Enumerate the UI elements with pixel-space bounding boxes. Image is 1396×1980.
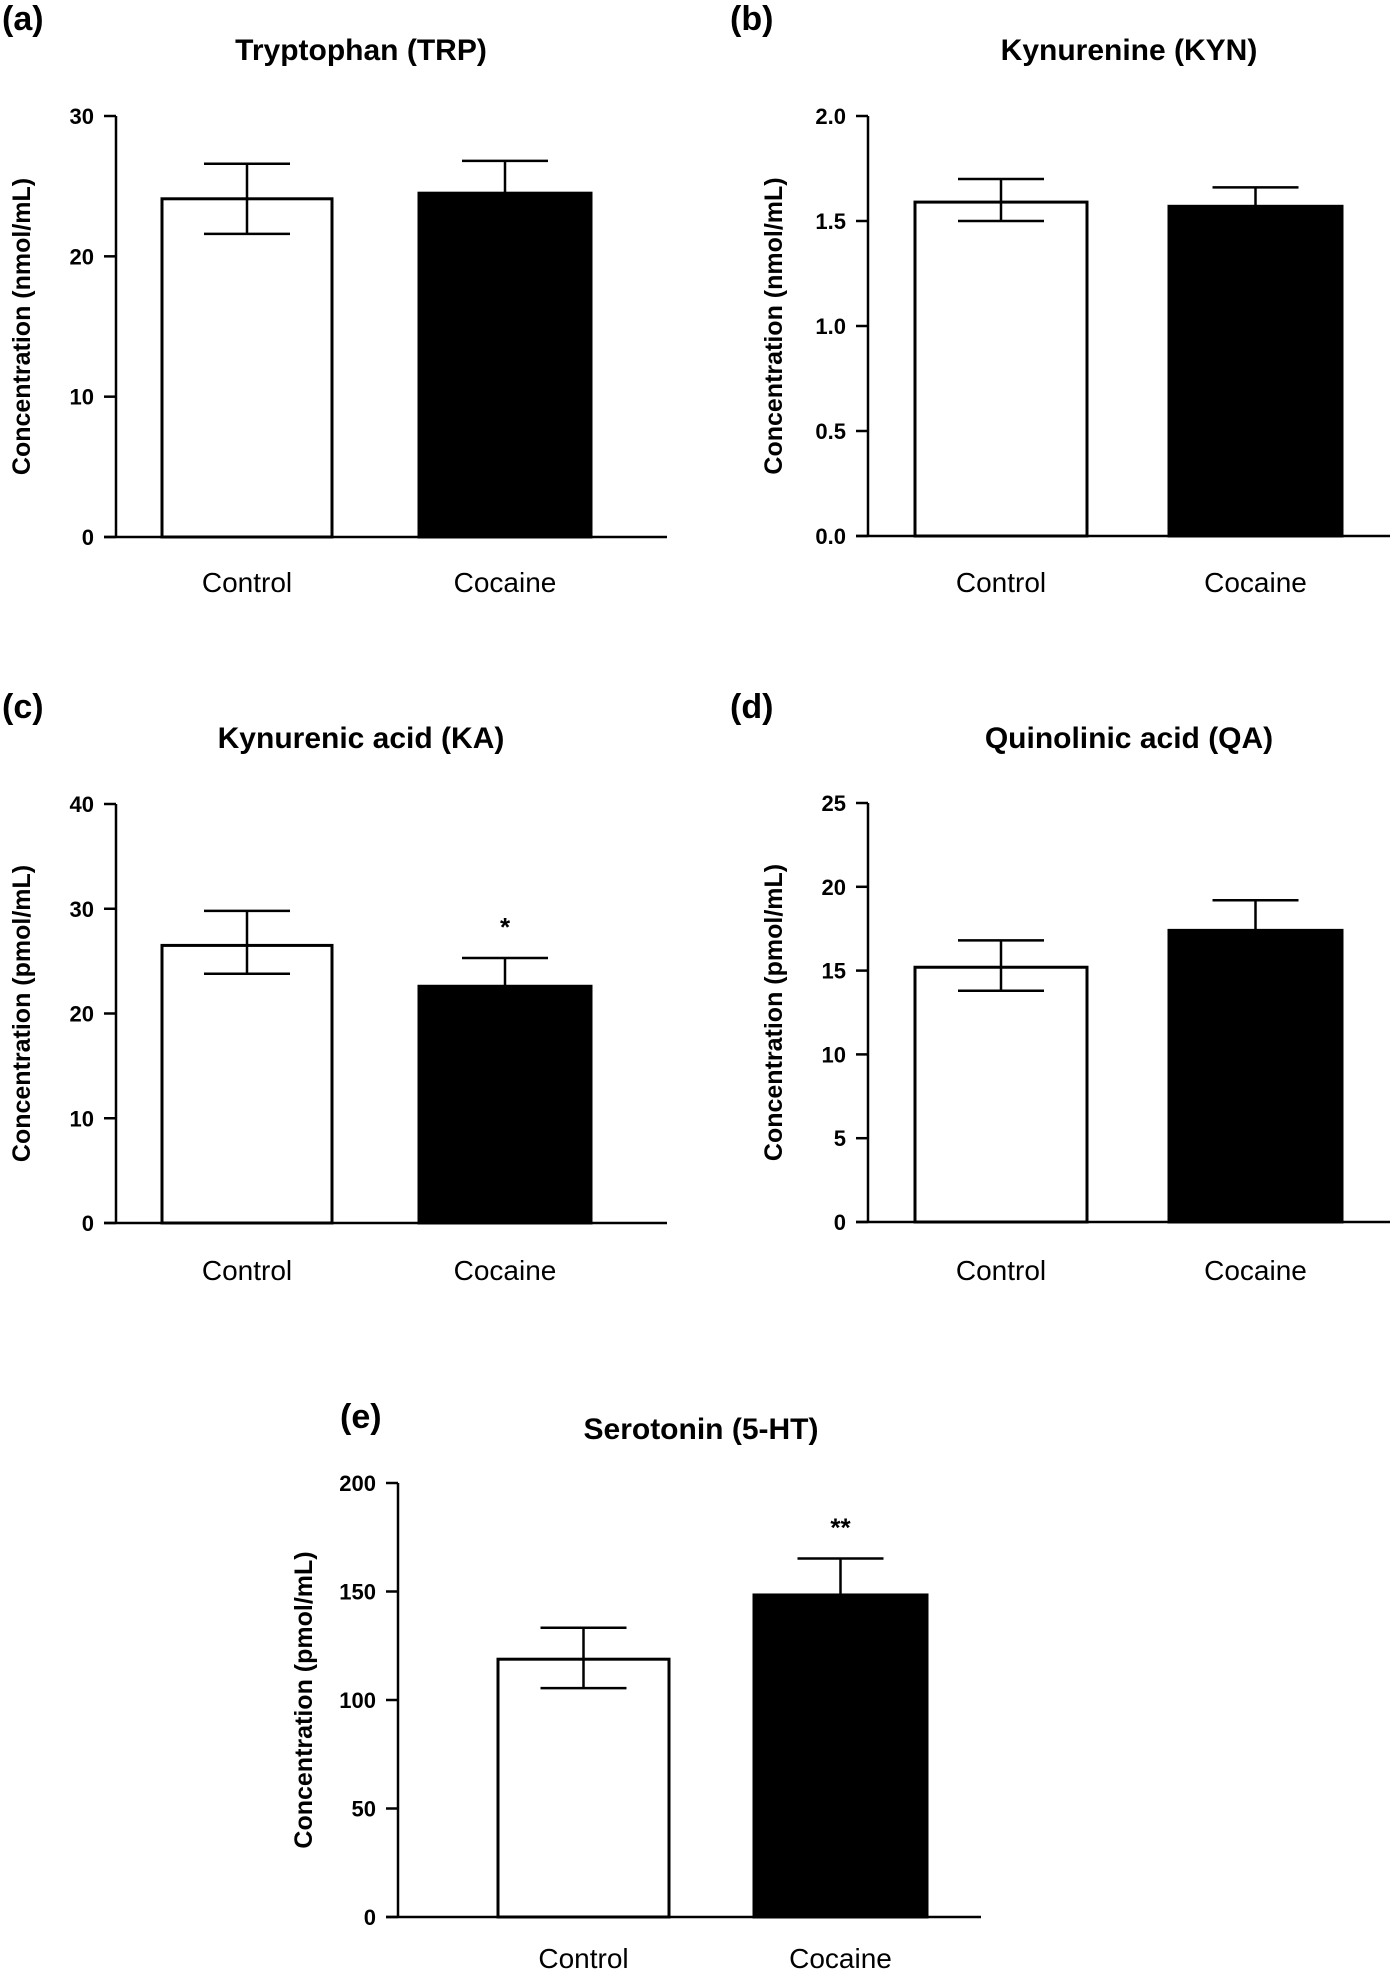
chart-4: (e) Serotonin (5-HT) Concentration (pmol/m… <box>290 1398 981 1974</box>
panel-label: (e) <box>340 1398 382 1436</box>
x-tick-label: Cocaine <box>1204 567 1307 598</box>
y-tick-label: 15 <box>822 959 846 984</box>
chart-1: (b) Kynurenine (KYN) Concentration (nmol/m… <box>730 0 1390 598</box>
y-tick-label: 30 <box>70 104 94 129</box>
y-axis-label: Concentration (nmol/mL) <box>760 177 788 474</box>
x-tick-label: Control <box>956 567 1046 598</box>
bar-cocaine <box>417 984 593 1225</box>
y-tick-label: 20 <box>70 1002 94 1027</box>
bar-control <box>496 1657 671 1919</box>
y-tick-label: 30 <box>70 897 94 922</box>
bar-cocaine <box>417 191 593 539</box>
chart-title: Kynurenic acid (KA) <box>218 722 505 755</box>
y-tick-label: 0 <box>364 1905 376 1930</box>
y-tick-label: 20 <box>70 244 94 269</box>
panel-label: (b) <box>730 0 773 38</box>
y-tick-label: 150 <box>339 1580 376 1605</box>
y-tick-label: 10 <box>822 1042 846 1067</box>
y-tick-label: 0 <box>82 1211 94 1236</box>
bar-control <box>160 943 334 1225</box>
panel-label: (d) <box>730 688 773 726</box>
x-tick-label: Control <box>202 567 292 598</box>
y-tick-label: 2.0 <box>815 104 846 129</box>
bar-cocaine <box>1167 928 1344 1224</box>
y-tick-label: 25 <box>822 791 846 816</box>
bar-cocaine <box>1167 204 1344 538</box>
bar-control <box>160 197 334 539</box>
bar-control <box>913 965 1089 1224</box>
panel-label: (c) <box>2 688 44 726</box>
chart-title: Kynurenine (KYN) <box>1001 34 1258 67</box>
chart-title: Quinolinic acid (QA) <box>985 722 1273 755</box>
chart-2: (c) Kynurenic acid (KA) Concentration (pmo… <box>2 688 667 1286</box>
x-tick-label: Control <box>538 1943 628 1974</box>
y-tick-label: 5 <box>834 1126 846 1151</box>
bar-control <box>913 200 1089 538</box>
y-tick-label: 200 <box>339 1471 376 1496</box>
y-tick-label: 40 <box>70 792 94 817</box>
chart-0: (a) Tryptophan (TRP) Concentration (nmol/m… <box>2 0 667 598</box>
x-tick-label: Cocaine <box>454 567 557 598</box>
y-tick-label: 0.0 <box>815 524 846 549</box>
y-tick-label: 10 <box>70 1106 94 1131</box>
x-tick-label: Control <box>956 1255 1046 1286</box>
y-tick-label: 1.0 <box>815 314 846 339</box>
significance-marker: * <box>500 912 511 942</box>
y-tick-label: 0 <box>82 525 94 550</box>
y-axis-label: Concentration (pmol/mL) <box>290 1551 318 1848</box>
panel-label: (a) <box>2 0 44 38</box>
y-axis-label: Concentration (pmol/mL) <box>8 865 36 1162</box>
y-tick-label: 1.5 <box>815 209 846 234</box>
y-tick-label: 10 <box>70 385 94 410</box>
y-tick-label: 100 <box>339 1688 376 1713</box>
y-tick-label: 20 <box>822 875 846 900</box>
x-tick-label: Cocaine <box>454 1255 557 1286</box>
y-tick-label: 50 <box>352 1797 376 1822</box>
chart-title: Tryptophan (TRP) <box>235 34 487 67</box>
x-tick-label: Control <box>202 1255 292 1286</box>
chart-title: Serotonin (5-HT) <box>584 1413 819 1446</box>
y-axis-label: Concentration (nmol/mL) <box>8 178 36 475</box>
y-axis-label: Concentration (pmol/mL) <box>760 864 788 1161</box>
significance-marker: ** <box>830 1513 851 1543</box>
x-tick-label: Cocaine <box>1204 1255 1307 1286</box>
y-tick-label: 0.5 <box>815 419 846 444</box>
bar-cocaine <box>752 1593 929 1919</box>
y-tick-label: 0 <box>834 1210 846 1235</box>
x-tick-label: Cocaine <box>789 1943 892 1974</box>
chart-3: (d) Quinolinic acid (QA) Concentration (pm… <box>730 688 1390 1286</box>
